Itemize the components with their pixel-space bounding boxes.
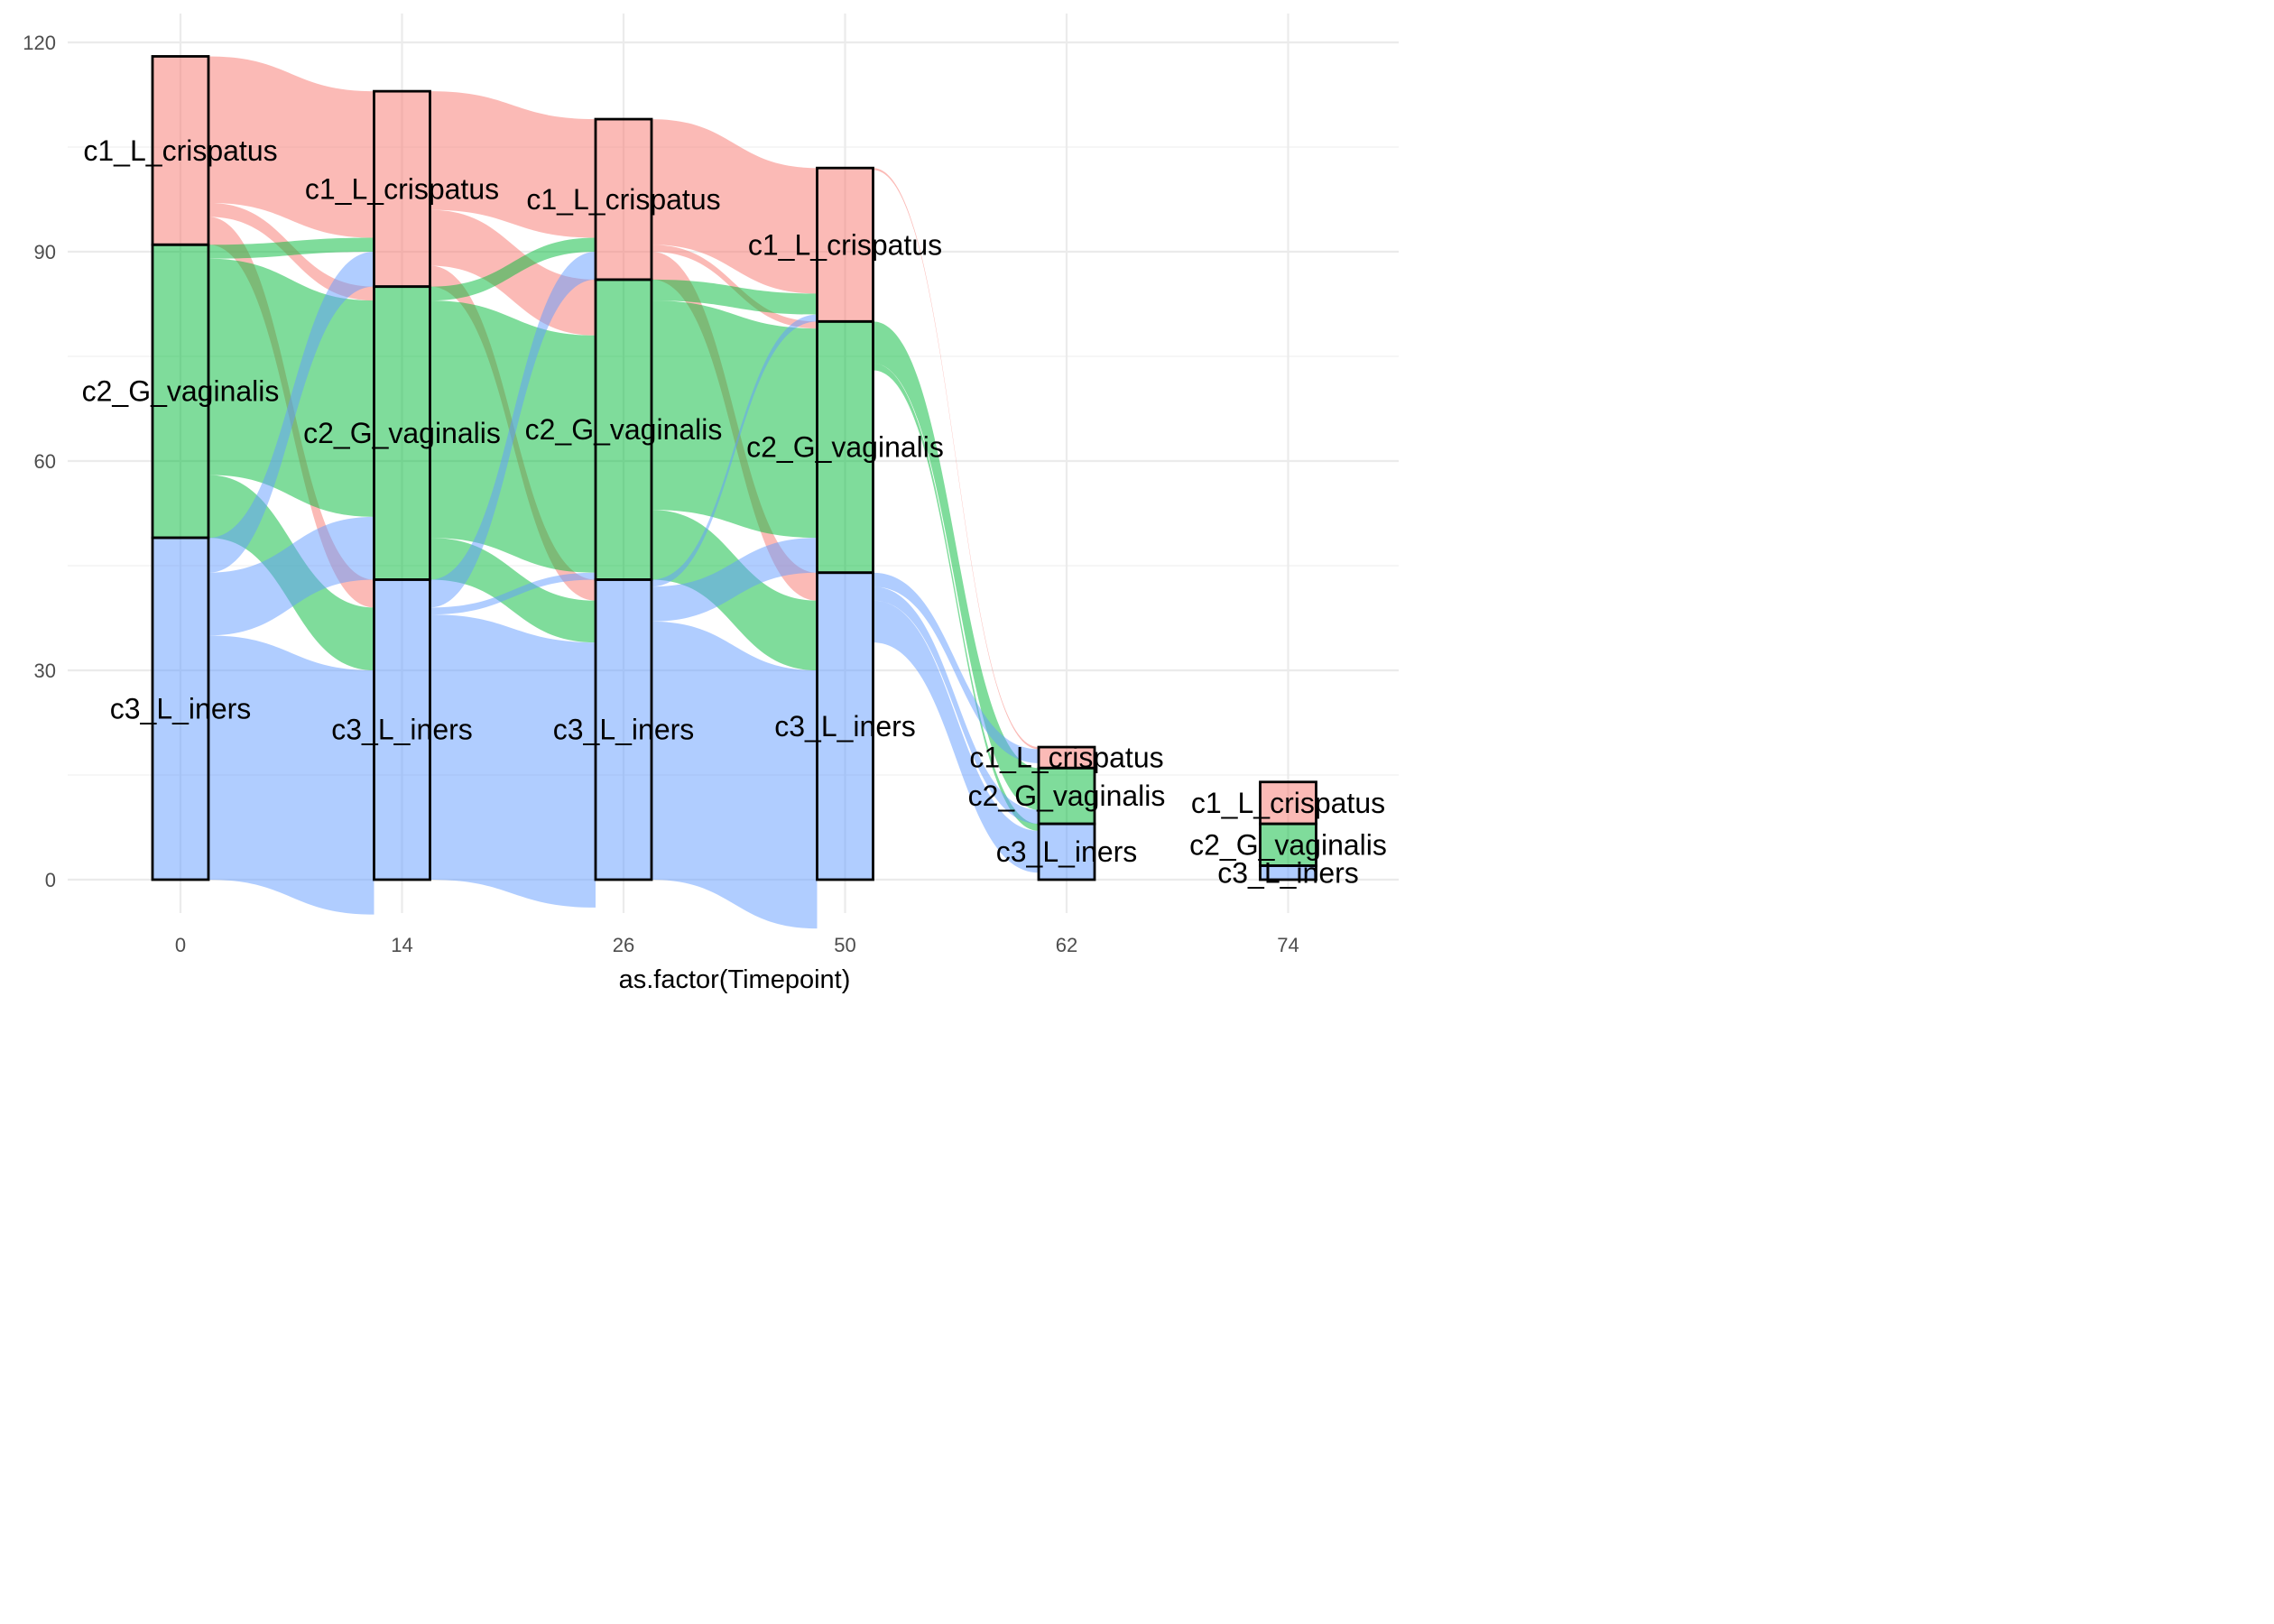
flow-ribbon [873,321,1039,810]
stratum-label: c3_L_iners [774,710,916,743]
x-tick-label: 14 [391,934,412,956]
flow-ribbon [873,572,1039,763]
stratum-bar [1259,822,1317,867]
stratum-label: c3_L_iners [1217,856,1359,889]
flow-ribbon [208,237,374,259]
flow-ribbon [430,252,596,608]
stratum-label: c2_G_vaginalis [82,375,280,408]
x-tick-label: 0 [175,934,186,956]
stratum-bar [151,55,210,246]
x-tick-label: 74 [1277,934,1299,956]
stratum-bar [151,536,210,881]
flow-ribbon [873,168,1039,750]
stratum-bar [594,578,653,881]
stratum-bar [816,319,874,575]
flow-ribbon [652,279,818,315]
y-tick-label: 90 [34,241,56,263]
y-tick-label: 30 [34,660,56,682]
flow-ribbon [430,91,596,238]
y-tick-label: 60 [34,450,56,473]
stratum-label: c2_G_vaginalis [1189,828,1387,861]
flow-ribbon [430,237,596,301]
flow-ribbon [208,635,374,915]
stratum-bar [816,166,874,323]
stratum-label: c2_G_vaginalis [968,780,1166,812]
flow-ribbon [208,516,374,636]
flow-ribbon [873,586,1039,825]
flow-ribbon [208,258,374,517]
stratum-bar [151,243,210,540]
stratum-bar [594,117,653,281]
flow-ribbon [652,314,818,587]
x-tick-label: 50 [834,934,855,956]
stratum-bar [594,278,653,581]
stratum-label: c3_L_iners [553,714,695,746]
stratum-bar [373,89,431,289]
stratum-label: c1_L_crispatus [526,183,720,216]
flow-ribbon [652,538,818,622]
alluvial-chart: c1_L_crispatusc2_G_vaginalisc3_L_inersc1… [23,14,1399,994]
stratum-bar [1259,864,1317,881]
flow-ribbon [873,363,1039,831]
y-axis-tick-labels: 0 30 60 90 120 [23,32,56,891]
x-axis-tick-labels: 0 14 26 50 62 74 [175,934,1299,956]
flow-ribbon [873,600,1039,873]
stratum-label: c1_L_crispatus [305,172,499,205]
stratum-bar [1037,822,1096,881]
flow-ribbon [652,119,818,294]
flow-ribbon [430,572,596,615]
flow-ribbon [652,300,818,539]
stratum-bar [373,578,431,881]
y-tick-label: 0 [45,869,56,891]
flow-ribbon [208,56,374,238]
stratum-bar [816,571,874,881]
stratum-label: c2_G_vaginalis [303,417,501,449]
stratum-label: c3_L_iners [110,693,252,725]
flow-ribbon [208,252,374,573]
stratum-bar [373,285,431,581]
y-tick-label: 120 [23,32,56,54]
x-tick-label: 62 [1056,934,1077,956]
x-tick-label: 26 [613,934,634,956]
stratum-label: c1_L_crispatus [748,228,942,261]
x-axis-title: as.factor(Timepoint) [619,965,851,994]
stratum-labels: c1_L_crispatusc2_G_vaginalisc3_L_inersc1… [82,134,1387,889]
flow-ribbon [652,621,818,929]
stratum-label: c3_L_iners [331,714,473,746]
stratum-label: c1_L_crispatus [969,742,1163,774]
stratum-label: c1_L_crispatus [83,134,277,167]
flow-ribbons [208,56,1039,929]
stratum-bars [151,55,1317,881]
flow-ribbon [430,614,596,908]
stratum-label: c2_G_vaginalis [525,413,723,446]
stratum-label: c2_G_vaginalis [746,431,944,464]
stratum-label: c3_L_iners [996,835,1138,868]
stratum-label: c1_L_crispatus [1191,787,1385,819]
